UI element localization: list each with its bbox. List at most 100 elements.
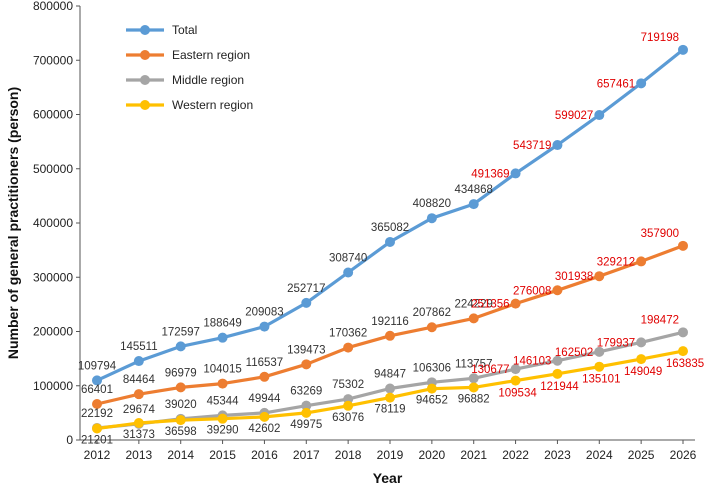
data-point	[636, 78, 647, 89]
x-tick-label: 2024	[586, 448, 613, 462]
data-point	[133, 356, 144, 367]
data-label: 408820	[413, 198, 451, 210]
x-tick-label: 2025	[628, 448, 655, 462]
data-point	[510, 298, 521, 309]
data-label: 45344	[207, 395, 240, 407]
data-label: 172597	[162, 326, 200, 338]
data-label: 106306	[413, 362, 451, 374]
data-point	[510, 375, 521, 386]
x-tick-label: 2019	[377, 448, 404, 462]
data-label: 94652	[416, 395, 448, 407]
data-point	[510, 364, 521, 375]
data-label: 146103	[513, 356, 551, 368]
data-label: 21201	[81, 434, 113, 446]
data-point	[426, 213, 437, 224]
data-label: 170362	[329, 328, 367, 340]
data-point	[343, 342, 354, 353]
data-label: 39290	[207, 425, 239, 437]
data-label: 252717	[287, 283, 325, 295]
x-tick-label: 2014	[167, 448, 194, 462]
legend-marker	[140, 25, 150, 35]
data-label: 145511	[120, 341, 158, 353]
data-point	[468, 373, 479, 384]
data-label: 36598	[165, 426, 197, 438]
data-label: 209083	[245, 307, 283, 319]
data-label: 207862	[413, 307, 451, 319]
series-points	[92, 44, 688, 434]
x-tick-label: 2015	[209, 448, 236, 462]
data-label: 198472	[641, 314, 679, 326]
data-label: 109534	[498, 388, 537, 400]
data-point	[594, 361, 605, 372]
data-label: 365082	[371, 222, 409, 234]
data-point	[426, 383, 437, 394]
data-point	[426, 322, 437, 333]
data-point	[301, 297, 312, 308]
data-label: 96882	[458, 393, 490, 405]
data-label: 78119	[374, 404, 405, 416]
data-point	[385, 330, 395, 341]
data-point	[259, 411, 270, 422]
x-tick-label: 2023	[544, 448, 571, 462]
data-label: 121944	[540, 381, 579, 393]
data-label: 130677	[471, 364, 509, 376]
x-tick-label: 2017	[293, 448, 320, 462]
data-label: 109794	[78, 360, 117, 372]
legend-marker	[140, 75, 150, 85]
data-point	[385, 392, 395, 403]
data-point	[385, 236, 395, 247]
y-tick-label: 0	[66, 433, 73, 447]
y-axis-title: Number of general practitioners (person)	[5, 87, 21, 359]
data-point	[133, 389, 144, 400]
data-label: 276008	[513, 285, 551, 297]
data-label: 434868	[455, 184, 493, 196]
data-label: 63076	[332, 412, 364, 424]
data-label: 31373	[123, 429, 155, 441]
data-point	[259, 321, 270, 332]
data-point	[259, 371, 270, 382]
y-tick-label: 200000	[33, 325, 73, 339]
data-point	[133, 417, 144, 428]
x-tick-label: 2018	[335, 448, 362, 462]
data-point	[92, 398, 102, 409]
data-point	[217, 378, 228, 389]
y-tick-label: 600000	[33, 108, 73, 122]
data-label: 39020	[165, 399, 197, 411]
data-label: 162502	[555, 347, 593, 359]
data-point	[301, 400, 312, 411]
data-label: 719198	[641, 32, 679, 44]
data-label: 139473	[287, 344, 325, 356]
y-tick-label: 700000	[33, 53, 73, 67]
x-axis-ticks: 2012 2013 2014 2015 2016 2017 2018 2019 2020 2021…	[84, 440, 697, 462]
data-label: 491369	[471, 168, 509, 180]
y-tick-label: 400000	[33, 216, 73, 230]
data-label: 63269	[290, 386, 322, 398]
data-label: 188649	[203, 318, 241, 330]
data-point	[510, 168, 521, 179]
data-label: 84464	[123, 374, 156, 386]
data-label: 113757	[455, 358, 493, 370]
legend: Total Eastern region Middle region Western …	[126, 23, 253, 112]
x-tick-label: 2013	[126, 448, 153, 462]
data-label: 308740	[329, 253, 367, 265]
data-label: 42602	[248, 423, 280, 435]
data-label: 179937	[597, 337, 635, 349]
data-point	[552, 285, 563, 296]
data-label: 251356	[471, 299, 509, 311]
data-point	[552, 355, 563, 366]
data-point	[594, 346, 605, 357]
data-point	[552, 368, 563, 379]
x-tick-label: 2012	[84, 448, 111, 462]
data-label: 49975	[290, 419, 322, 431]
data-label: 192116	[371, 316, 409, 328]
data-point	[468, 382, 479, 393]
data-point	[552, 140, 563, 151]
y-tick-label: 800000	[33, 0, 73, 13]
data-label: 301938	[555, 271, 593, 283]
data-point	[385, 383, 395, 394]
y-tick-label: 100000	[33, 379, 73, 393]
data-point	[636, 256, 647, 267]
